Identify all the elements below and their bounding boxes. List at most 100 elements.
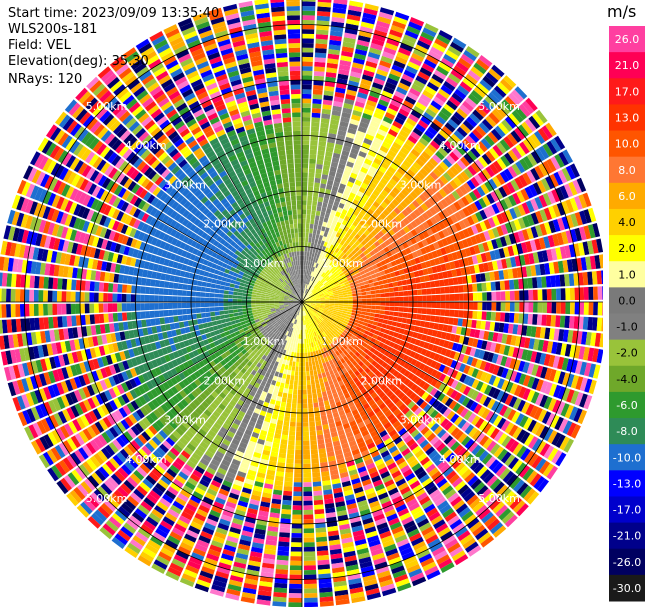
ray-gate [341, 331, 347, 337]
ray-gate [343, 302, 349, 305]
ray-gate [326, 62, 338, 69]
ray-gate [470, 357, 478, 367]
ray-gate [515, 160, 526, 174]
ray-gate [302, 15, 315, 21]
ray-gate [483, 262, 490, 272]
ray-gate [325, 323, 330, 328]
ray-gate [355, 255, 362, 261]
ray-gate [315, 314, 320, 319]
ray-gate [302, 93, 312, 99]
ray-gate [322, 99, 333, 106]
ray-gate [375, 305, 381, 310]
ray-gate [306, 375, 311, 381]
ray-gate [304, 602, 318, 607]
ray-gate [422, 373, 431, 382]
ray-gate [352, 277, 358, 282]
ray-gate [478, 156, 489, 168]
ray-gate [370, 312, 376, 317]
ray-gate [311, 252, 315, 258]
ray-gate [479, 232, 487, 243]
ray-gate [277, 546, 290, 552]
ray-gate [528, 184, 538, 197]
ray-gate [306, 274, 309, 280]
ray-gate [559, 436, 570, 451]
ray-gate [308, 275, 311, 280]
ray-gate [290, 351, 294, 357]
ray-gate [337, 322, 343, 327]
ray-gate [370, 309, 376, 313]
ray-gate [333, 215, 339, 222]
ray-gate [412, 264, 418, 272]
ray-gate [587, 347, 595, 362]
ray-gate [280, 401, 287, 408]
ray-gate [323, 197, 329, 204]
ray-gate [368, 341, 375, 347]
ray-gate [392, 120, 403, 129]
ray-gate [443, 435, 454, 445]
ray-gate [331, 257, 337, 263]
ray-gate [328, 128, 338, 135]
ray-gate [442, 158, 453, 168]
ray-gate [466, 226, 475, 237]
ray-gate [456, 159, 467, 170]
ray-gate [430, 409, 439, 419]
ray-gate [420, 314, 427, 321]
ray-gate [316, 20, 330, 26]
ray-gate [442, 254, 450, 263]
ray-gate [469, 113, 481, 125]
ray-gate [334, 305, 339, 308]
ray-gate [450, 360, 458, 369]
ray-gate [316, 312, 321, 317]
ray-gate [310, 135, 319, 141]
ray-gate [475, 359, 483, 369]
ray-gate [421, 288, 427, 295]
ray-gate [473, 62, 487, 75]
ray-gate [483, 472, 495, 484]
ray-gate [358, 87, 370, 95]
ray-gate [311, 303, 316, 306]
ray-gate [550, 275, 556, 288]
ray-gate [407, 284, 413, 291]
ray-gate [402, 285, 408, 291]
ray-gate [374, 363, 382, 370]
ray-gate [348, 247, 354, 253]
ray-gate [372, 264, 378, 270]
ray-gate [478, 55, 493, 67]
ray-gate [550, 315, 556, 327]
ray-gate [558, 151, 569, 166]
ray-gate [311, 303, 316, 305]
ray-gate [367, 51, 381, 60]
ray-gate [461, 468, 473, 480]
ray-gate [485, 115, 497, 128]
ray-gate [587, 207, 597, 223]
ray-gate [328, 319, 333, 324]
ray-gate [330, 190, 337, 197]
ray-gate [453, 242, 460, 251]
ray-gate [495, 281, 501, 291]
ray-gate [369, 47, 382, 56]
ray-gate [426, 302, 432, 308]
ray-gate [555, 434, 566, 449]
ray-gate [439, 279, 445, 287]
ray-gate [402, 217, 410, 226]
ray-gate [366, 56, 379, 64]
ray-gate [518, 386, 527, 399]
ray-gate [429, 122, 441, 133]
ray-gate [314, 360, 319, 366]
ray-gate [317, 154, 325, 161]
ray-gate [458, 220, 467, 230]
ray-gate [304, 305, 308, 310]
ray-gate [455, 187, 465, 198]
ray-gate [495, 312, 501, 322]
ray-gate [445, 262, 452, 271]
ray-gate [315, 298, 321, 300]
ray-gate [588, 363, 597, 378]
ray-gate [470, 459, 481, 471]
ray-gate [384, 339, 391, 346]
ray-gate [465, 135, 477, 146]
ray-gate [459, 123, 471, 134]
ray-gate [370, 243, 377, 250]
ray-gate [309, 251, 313, 257]
ray-gate [401, 317, 408, 324]
ray-gate [406, 214, 414, 223]
